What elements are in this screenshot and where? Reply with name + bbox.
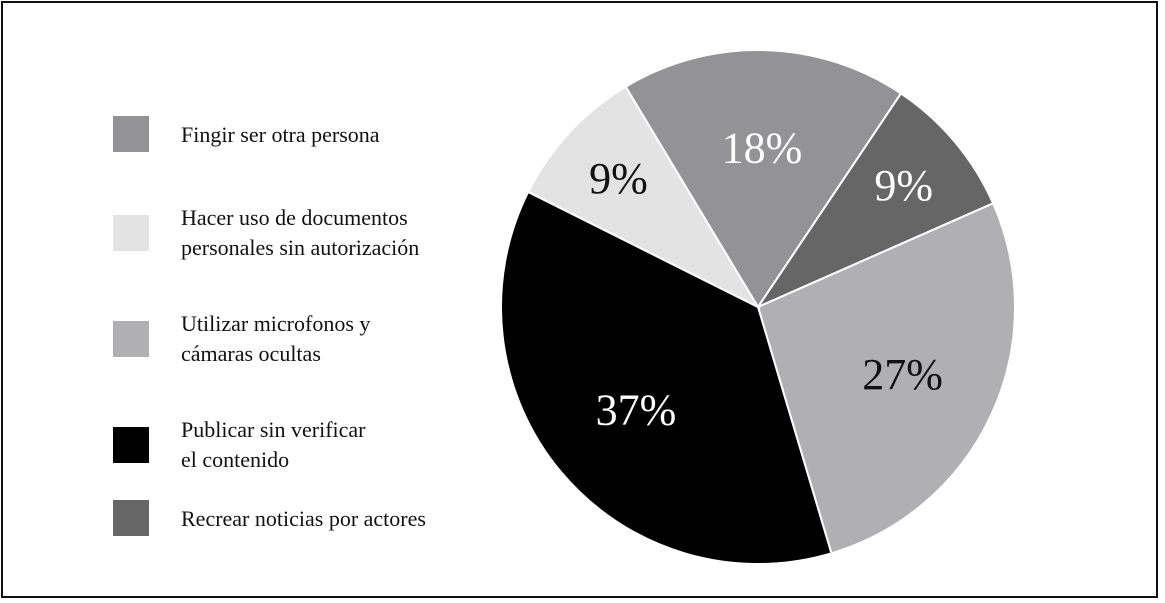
legend-label-microfonos: Utilizar microfonos y cámaras ocultas [181,311,371,366]
pie-label-microfonos: 27% [862,350,943,399]
pie-slice-fingir [624,49,903,309]
pie-slice-recrear [755,92,995,310]
legend-item-publicar: Publicar sin verificar el contenido [113,415,501,475]
pie-slice-publicar [499,190,833,565]
pie-label-fingir: 18% [722,124,803,173]
pie-label-publicar: 37% [596,385,677,434]
legend-item-fingir: Fingir ser otra persona [113,116,501,152]
legend-item-microfonos: Utilizar microfonos y cámaras ocultas [113,309,501,369]
legend-label-recrear: Recrear noticias por actores [181,506,426,531]
pie-label-recrear: 9% [874,161,933,210]
legend-label-documentos: Hacer uso de documentos personales sin a… [181,205,420,260]
legend-item-recrear: Recrear noticias por actores [113,500,501,536]
legend-label-fingir: Fingir ser otra persona [181,122,380,147]
legend-label-publicar: Publicar sin verificar el contenido [181,417,366,472]
pie-slice-microfonos [756,201,1016,555]
legend-swatch-microfonos [113,321,149,357]
legend-item-documentos: Hacer uso de documentos personales sin a… [113,203,501,263]
legend-swatch-documentos [113,215,149,251]
pie-slice-documentos [526,85,761,310]
chart-legend: Fingir ser otra persona Hacer uso de doc… [113,3,513,600]
pie-label-documentos: 9% [589,154,648,203]
legend-swatch-recrear [113,500,149,536]
legend-swatch-fingir [113,116,149,152]
legend-swatch-publicar [113,427,149,463]
pie-chart: 18% 9% 27% 37% 9% [499,49,1016,565]
